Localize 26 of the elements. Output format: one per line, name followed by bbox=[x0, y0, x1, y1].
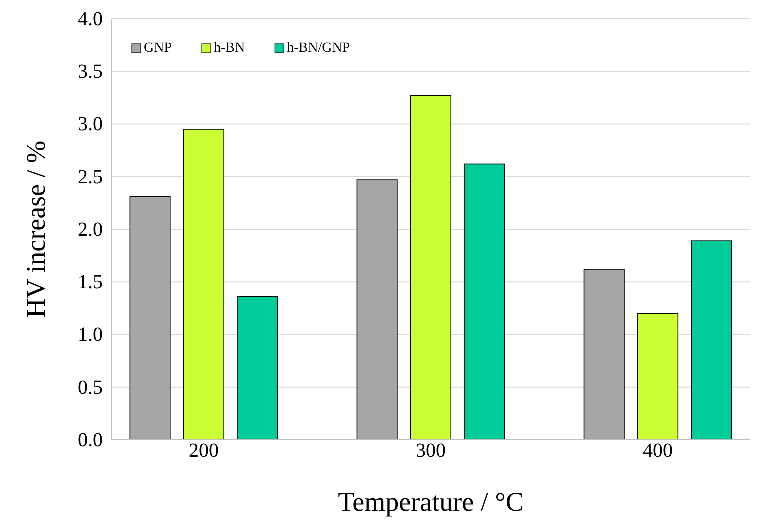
bar bbox=[356, 180, 398, 440]
y-tick-label: 1.0 bbox=[78, 324, 103, 346]
y-axis-title: HV increase / % bbox=[21, 140, 51, 318]
bar bbox=[183, 129, 224, 440]
y-tick-label: 4.0 bbox=[78, 8, 103, 30]
legend-label: h-BN/GNP bbox=[287, 41, 350, 56]
bar bbox=[464, 164, 506, 440]
x-axis-title: Temperature / °C bbox=[338, 487, 524, 517]
bar bbox=[410, 95, 452, 440]
y-tick-label: 3.5 bbox=[78, 61, 103, 84]
y-tick-label: 0.5 bbox=[78, 376, 103, 399]
x-tick-label: 400 bbox=[643, 440, 674, 462]
legend-label: GNP bbox=[144, 41, 172, 56]
bar bbox=[237, 296, 278, 440]
bar bbox=[584, 269, 625, 440]
y-tick-label: 2.0 bbox=[78, 218, 103, 241]
legend-label: h-BN bbox=[214, 41, 246, 56]
y-tick-label: 2.5 bbox=[78, 166, 103, 188]
bar bbox=[638, 313, 679, 440]
y-tick-label: 0.0 bbox=[78, 429, 103, 452]
bar bbox=[130, 196, 171, 440]
x-tick-label: 300 bbox=[416, 440, 446, 462]
y-tick-label: 3.0 bbox=[78, 114, 103, 136]
bar bbox=[691, 240, 732, 440]
x-tick-label: 200 bbox=[188, 440, 219, 462]
y-tick-label: 1.5 bbox=[78, 272, 103, 294]
